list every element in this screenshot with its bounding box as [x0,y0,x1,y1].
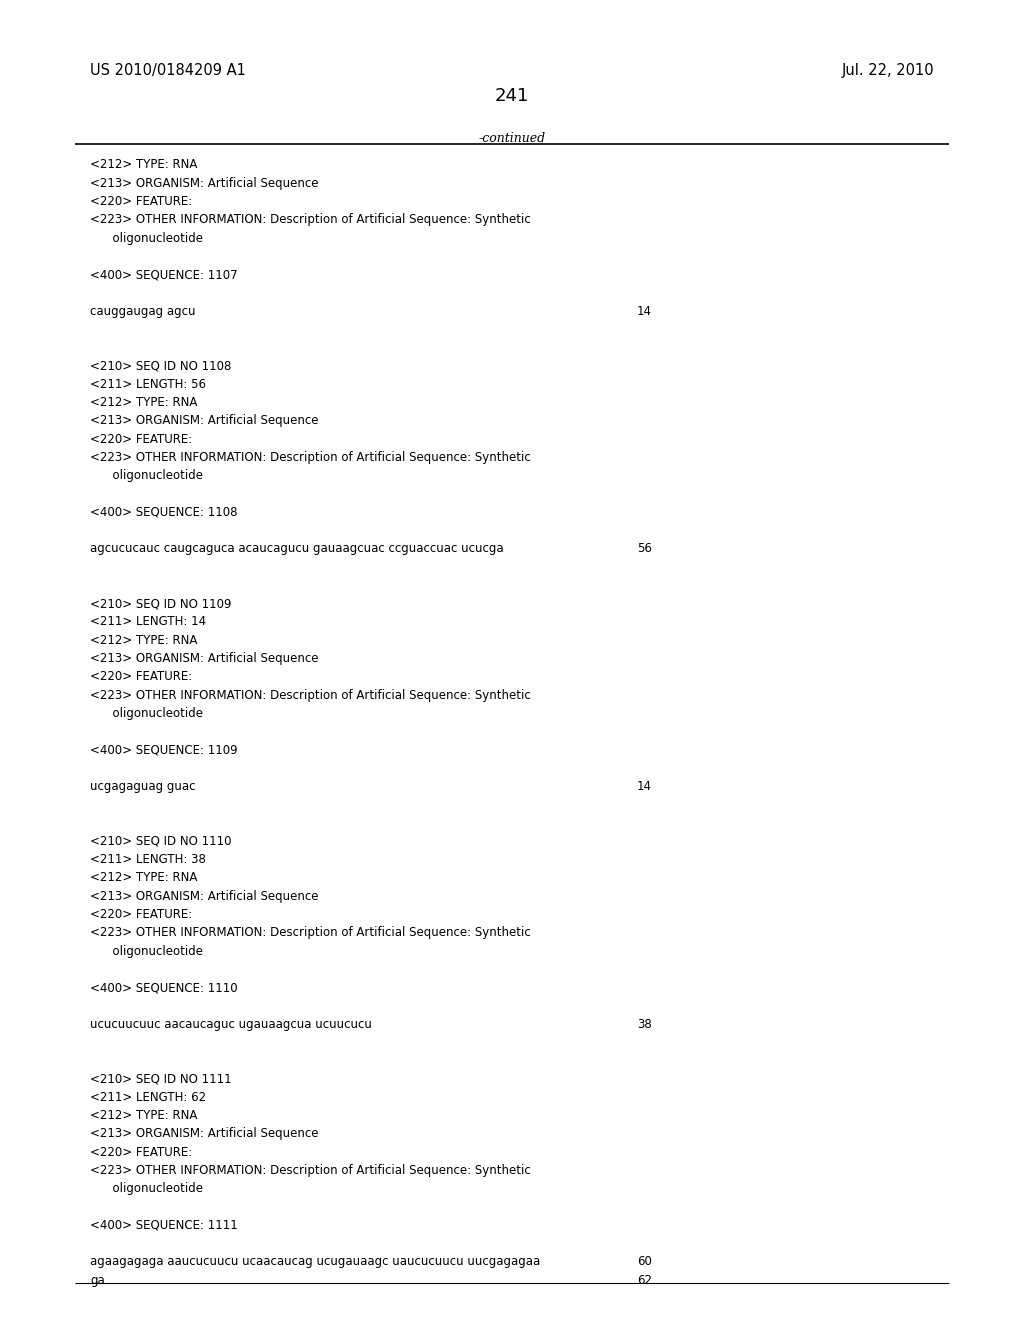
Text: <400> SEQUENCE: 1110: <400> SEQUENCE: 1110 [90,981,238,994]
Text: Jul. 22, 2010: Jul. 22, 2010 [842,63,934,78]
Text: <223> OTHER INFORMATION: Description of Artificial Sequence: Synthetic: <223> OTHER INFORMATION: Description of … [90,1164,530,1177]
Text: <210> SEQ ID NO 1110: <210> SEQ ID NO 1110 [90,834,231,847]
Text: <223> OTHER INFORMATION: Description of Artificial Sequence: Synthetic: <223> OTHER INFORMATION: Description of … [90,689,530,701]
Text: <211> LENGTH: 62: <211> LENGTH: 62 [90,1090,206,1104]
Text: oligonucleotide: oligonucleotide [90,469,203,482]
Text: <213> ORGANISM: Artificial Sequence: <213> ORGANISM: Artificial Sequence [90,890,318,903]
Text: <211> LENGTH: 38: <211> LENGTH: 38 [90,853,206,866]
Text: <220> FEATURE:: <220> FEATURE: [90,671,193,684]
Text: 14: 14 [637,305,652,318]
Text: <210> SEQ ID NO 1108: <210> SEQ ID NO 1108 [90,359,231,372]
Text: <213> ORGANISM: Artificial Sequence: <213> ORGANISM: Artificial Sequence [90,1127,318,1140]
Text: <400> SEQUENCE: 1107: <400> SEQUENCE: 1107 [90,268,238,281]
Text: -continued: -continued [478,132,546,145]
Text: <400> SEQUENCE: 1109: <400> SEQUENCE: 1109 [90,743,238,756]
Text: ga: ga [90,1274,104,1287]
Text: <223> OTHER INFORMATION: Description of Artificial Sequence: Synthetic: <223> OTHER INFORMATION: Description of … [90,451,530,463]
Text: <213> ORGANISM: Artificial Sequence: <213> ORGANISM: Artificial Sequence [90,652,318,665]
Text: oligonucleotide: oligonucleotide [90,231,203,244]
Text: oligonucleotide: oligonucleotide [90,1183,203,1195]
Text: 14: 14 [637,780,652,793]
Text: <220> FEATURE:: <220> FEATURE: [90,908,193,921]
Text: <213> ORGANISM: Artificial Sequence: <213> ORGANISM: Artificial Sequence [90,177,318,190]
Text: ucgagaguag guac: ucgagaguag guac [90,780,196,793]
Text: <211> LENGTH: 14: <211> LENGTH: 14 [90,615,206,628]
Text: <223> OTHER INFORMATION: Description of Artificial Sequence: Synthetic: <223> OTHER INFORMATION: Description of … [90,927,530,940]
Text: 38: 38 [637,1018,651,1031]
Text: agcucucauc caugcaguca acaucagucu gauaagcuac ccguaccuac ucucga: agcucucauc caugcaguca acaucagucu gauaagc… [90,543,504,556]
Text: <212> TYPE: RNA: <212> TYPE: RNA [90,871,198,884]
Text: oligonucleotide: oligonucleotide [90,945,203,957]
Text: <210> SEQ ID NO 1109: <210> SEQ ID NO 1109 [90,597,231,610]
Text: <210> SEQ ID NO 1111: <210> SEQ ID NO 1111 [90,1073,231,1085]
Text: <220> FEATURE:: <220> FEATURE: [90,433,193,446]
Text: ucucuucuuc aacaucaguc ugauaagcua ucuucucu: ucucuucuuc aacaucaguc ugauaagcua ucuucuc… [90,1018,372,1031]
Text: <400> SEQUENCE: 1111: <400> SEQUENCE: 1111 [90,1218,238,1232]
Text: 62: 62 [637,1274,652,1287]
Text: <212> TYPE: RNA: <212> TYPE: RNA [90,396,198,409]
Text: <212> TYPE: RNA: <212> TYPE: RNA [90,634,198,647]
Text: 60: 60 [637,1255,652,1269]
Text: oligonucleotide: oligonucleotide [90,708,203,719]
Text: 56: 56 [637,543,652,556]
Text: <400> SEQUENCE: 1108: <400> SEQUENCE: 1108 [90,506,238,519]
Text: <211> LENGTH: 56: <211> LENGTH: 56 [90,378,206,391]
Text: <223> OTHER INFORMATION: Description of Artificial Sequence: Synthetic: <223> OTHER INFORMATION: Description of … [90,214,530,226]
Text: agaagagaga aaucucuucu ucaacaucag ucugauaagc uaucucuucu uucgagagaa: agaagagaga aaucucuucu ucaacaucag ucugaua… [90,1255,541,1269]
Text: 241: 241 [495,87,529,106]
Text: cauggaugag agcu: cauggaugag agcu [90,305,196,318]
Text: <220> FEATURE:: <220> FEATURE: [90,195,193,209]
Text: <212> TYPE: RNA: <212> TYPE: RNA [90,158,198,172]
Text: US 2010/0184209 A1: US 2010/0184209 A1 [90,63,246,78]
Text: <220> FEATURE:: <220> FEATURE: [90,1146,193,1159]
Text: <213> ORGANISM: Artificial Sequence: <213> ORGANISM: Artificial Sequence [90,414,318,428]
Text: <212> TYPE: RNA: <212> TYPE: RNA [90,1109,198,1122]
